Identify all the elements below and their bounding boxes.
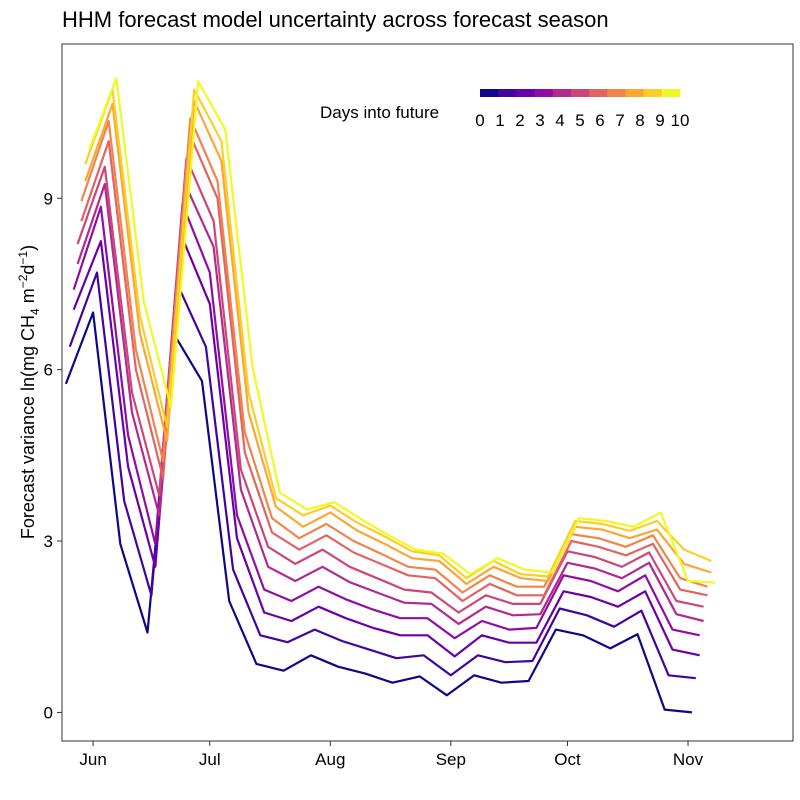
- series-line-9: [84, 88, 712, 580]
- legend-swatch: [661, 89, 681, 97]
- legend-swatch: [643, 89, 663, 97]
- series-line-7: [80, 117, 708, 594]
- x-tick-label: Jun: [79, 750, 106, 769]
- legend-label: 4: [555, 111, 564, 130]
- legend-labels: 0 1 2 3 4 5 6 7 8 9 10: [475, 111, 689, 130]
- legend: Days into future 0 1 2 3 4 5 6 7 8 9 10: [320, 89, 689, 130]
- x-tick-label: Oct: [554, 750, 581, 769]
- legend-swatch: [480, 89, 499, 97]
- legend-label: 1: [495, 111, 504, 130]
- series-line-10: [88, 77, 716, 584]
- legend-label: 5: [575, 111, 584, 130]
- legend-title: Days into future: [320, 103, 439, 122]
- legend-swatch: [498, 89, 517, 97]
- legend-label: 7: [615, 111, 624, 130]
- chart-title: HHM forecast model uncertainty across fo…: [62, 7, 609, 32]
- legend-swatch: [625, 89, 645, 97]
- legend-swatch: [534, 89, 554, 97]
- y-tick-label: 9: [44, 189, 53, 208]
- legend-label: 0: [475, 111, 484, 130]
- legend-swatch: [516, 89, 536, 97]
- legend-label: 9: [655, 111, 664, 130]
- legend-swatch: [570, 89, 590, 97]
- x-tick-label: Jul: [199, 750, 221, 769]
- legend-label: 10: [671, 111, 690, 130]
- legend-swatch: [552, 89, 572, 97]
- y-axis-label: Forecast variance ln(mg CH4 m−2d−1): [16, 245, 42, 539]
- series-line-6: [80, 134, 708, 603]
- legend-label: 3: [535, 111, 544, 130]
- legend-color-bar: [480, 89, 681, 97]
- x-tick-label: Sep: [436, 750, 466, 769]
- series-layer: [64, 77, 716, 714]
- legend-label: 8: [635, 111, 644, 130]
- series-line-2: [72, 237, 700, 658]
- x-tick-label: Nov: [673, 750, 704, 769]
- legend-swatch: [589, 89, 608, 97]
- legend-label: 2: [515, 111, 524, 130]
- axis-layer: Jun Jul Aug Sep Oct Nov 0 3 6 9: [44, 189, 704, 769]
- y-tick-label: 6: [44, 361, 53, 380]
- x-tick-label: Aug: [315, 750, 345, 769]
- legend-label: 6: [595, 111, 604, 130]
- plot-frame: [61, 43, 794, 742]
- y-tick-label: 0: [44, 703, 53, 722]
- y-tick-label: 3: [44, 532, 53, 551]
- legend-swatch: [607, 89, 626, 97]
